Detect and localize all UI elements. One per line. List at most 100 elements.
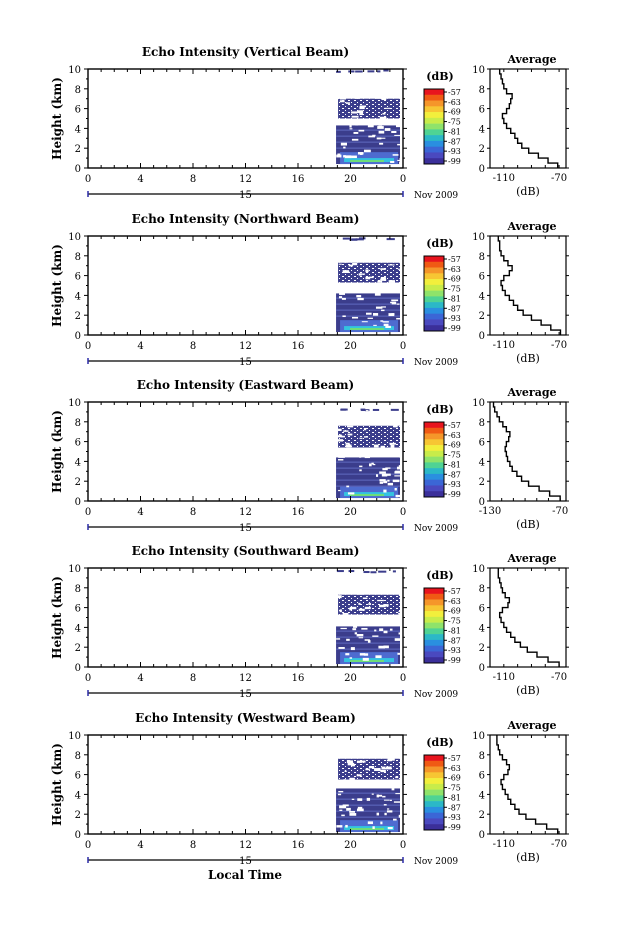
colorbar-tick-label: -99 bbox=[448, 490, 461, 499]
echo-layer bbox=[382, 112, 386, 115]
echo-layer bbox=[353, 421, 360, 424]
echo-layer bbox=[336, 570, 344, 573]
x-tick-label: 4 bbox=[137, 174, 143, 185]
echo-layer bbox=[367, 254, 371, 256]
profile-y-tick-label: 4 bbox=[479, 457, 485, 468]
echo-layer bbox=[379, 116, 387, 120]
echo-layer bbox=[372, 463, 376, 466]
colorbar-swatch bbox=[424, 789, 444, 796]
echo-layer bbox=[383, 323, 389, 326]
colorbar-swatch bbox=[424, 307, 444, 314]
echo-layer bbox=[365, 276, 371, 280]
profile-y-tick-label: 10 bbox=[472, 398, 485, 409]
x-tick-label: 20 bbox=[344, 840, 357, 851]
profile-frame bbox=[489, 734, 567, 835]
colorbar-tick-label: -63 bbox=[448, 431, 461, 440]
echo-layer bbox=[377, 280, 383, 283]
colorbar-tick-label: -69 bbox=[448, 774, 461, 783]
x-tick-label: 8 bbox=[190, 341, 196, 352]
echo-layer bbox=[390, 301, 395, 304]
echo-layer bbox=[357, 798, 363, 801]
echo-layer bbox=[359, 412, 363, 414]
echo-layer bbox=[377, 599, 384, 602]
chart-panel: Echo Intensity (Southward Beam) Height (k… bbox=[50, 544, 569, 700]
colorbar-swatch bbox=[424, 593, 444, 600]
echo-layer bbox=[342, 237, 352, 240]
echo-layer bbox=[375, 306, 383, 309]
profile-y-tick-label: 6 bbox=[479, 604, 485, 615]
y-tick-label: 4 bbox=[75, 291, 81, 302]
chart-panel: Echo Intensity (Vertical Beam) Height (km… bbox=[50, 45, 569, 201]
echo-layer bbox=[372, 408, 380, 411]
echo-data-region bbox=[336, 237, 405, 333]
echo-layer bbox=[351, 115, 359, 118]
echo-layer bbox=[367, 640, 371, 643]
x-tick-label: 16 bbox=[292, 174, 305, 185]
colorbar-swatch bbox=[424, 279, 444, 286]
echo-layer bbox=[345, 102, 350, 104]
echo-layer bbox=[376, 245, 383, 248]
y-tick-label: 2 bbox=[75, 311, 81, 322]
echo-layer bbox=[379, 604, 386, 608]
echo-layer bbox=[387, 479, 390, 482]
echo-layer bbox=[388, 780, 392, 783]
y-tick-label: 0 bbox=[75, 830, 81, 841]
chart-title: Echo Intensity (Northward Beam) bbox=[132, 212, 360, 226]
chart-title: Echo Intensity (Vertical Beam) bbox=[142, 45, 349, 59]
profile-y-tick-label: 10 bbox=[472, 65, 485, 76]
echo-layer bbox=[339, 247, 343, 251]
echo-layer bbox=[382, 619, 388, 622]
echo-layer bbox=[399, 261, 405, 264]
echo-layer bbox=[336, 141, 400, 143]
echo-layer bbox=[373, 591, 381, 594]
colorbar-swatch bbox=[424, 158, 444, 165]
echo-layer bbox=[336, 638, 341, 640]
echo-layer bbox=[390, 592, 397, 595]
colorbar-frame bbox=[423, 754, 445, 831]
date-label: Nov 2009 bbox=[414, 358, 458, 368]
x-tick-label: 0 bbox=[400, 507, 406, 518]
colorbar-unit: (dB) bbox=[426, 569, 453, 582]
echo-data-region bbox=[336, 570, 406, 665]
profile-y-tick-label: 4 bbox=[479, 623, 485, 634]
echo-layer bbox=[389, 442, 396, 445]
echo-layer bbox=[366, 92, 372, 95]
x-tick-label: 16 bbox=[292, 341, 305, 352]
echo-layer bbox=[346, 638, 350, 641]
colorbar-tick-label: -93 bbox=[448, 480, 461, 489]
profile-x-label: (dB) bbox=[516, 851, 540, 864]
chart-panel: Echo Intensity (Northward Beam) Height (k… bbox=[50, 212, 569, 368]
profile-y-tick-label: 4 bbox=[479, 790, 485, 801]
echo-layer bbox=[382, 468, 388, 471]
chart-title: Echo Intensity (Southward Beam) bbox=[132, 544, 360, 558]
echo-layer bbox=[354, 97, 360, 99]
colorbar-tick-label: -99 bbox=[448, 823, 461, 832]
echo-layer bbox=[396, 579, 400, 582]
echo-layer bbox=[392, 586, 396, 590]
echo-layer bbox=[393, 425, 398, 428]
echo-layer bbox=[339, 292, 345, 295]
echo-layer bbox=[376, 89, 381, 92]
x-tick-label: 0 bbox=[400, 840, 406, 851]
x-tick-label: 8 bbox=[190, 507, 196, 518]
echo-layer bbox=[365, 312, 372, 315]
echo-layer bbox=[395, 124, 402, 128]
x-tick-label: 16 bbox=[292, 840, 305, 851]
colorbar-swatch bbox=[424, 479, 444, 486]
day-label: 15 bbox=[239, 523, 252, 534]
y-tick-label: 8 bbox=[75, 584, 81, 595]
x-tick-label: 0 bbox=[400, 673, 406, 684]
y-tick-label: 2 bbox=[75, 144, 81, 155]
profile-y-tick-label: 6 bbox=[479, 438, 485, 449]
profile-y-tick-label: 8 bbox=[479, 252, 485, 263]
echo-layer bbox=[336, 810, 400, 812]
day-label: 15 bbox=[239, 190, 252, 201]
colorbar-swatch bbox=[424, 146, 444, 153]
y-tick-label: 0 bbox=[75, 663, 81, 674]
echo-layer bbox=[342, 621, 347, 625]
echo-layer bbox=[396, 317, 403, 320]
echo-layer bbox=[363, 149, 371, 153]
echo-layer bbox=[338, 98, 400, 119]
profile-x-tick-label: -70 bbox=[551, 672, 567, 683]
colorbar-unit: (dB) bbox=[426, 403, 453, 416]
